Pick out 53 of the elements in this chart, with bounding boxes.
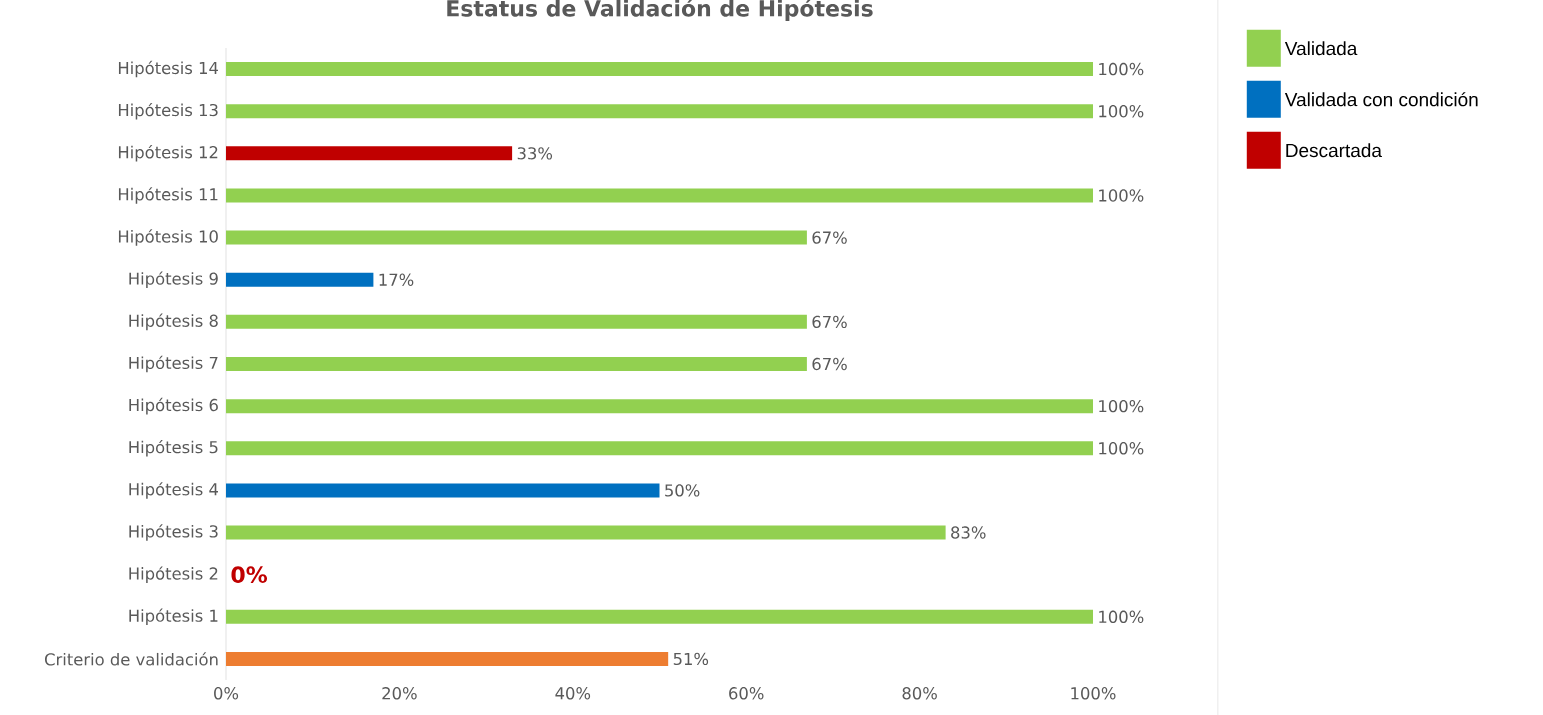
- data-label: 50%: [665, 484, 700, 497]
- bar: [226, 651, 669, 666]
- x-tick-label: 0%: [214, 687, 239, 700]
- y-tick-label: Hipótesis 5: [129, 440, 218, 457]
- bar: [226, 441, 1094, 456]
- bar: [226, 314, 807, 329]
- x-tick-label: 40%: [555, 687, 591, 700]
- y-tick-label: Hipótesis 2: [129, 566, 218, 583]
- data-label: 83%: [951, 526, 986, 539]
- data-label: 17%: [379, 273, 414, 286]
- legend-label: Validada con condición: [1284, 92, 1478, 107]
- legend-label: Validada: [1284, 41, 1358, 56]
- bar: [226, 483, 660, 498]
- y-tick-label: Hipótesis 6: [129, 397, 218, 415]
- data-label: 100%: [1099, 610, 1144, 623]
- data-label: 67%: [812, 231, 847, 244]
- data-label: 0%: [231, 566, 268, 583]
- y-tick-label: Hipótesis 3: [129, 524, 218, 541]
- bar: [226, 356, 807, 371]
- y-tick-label: Hipótesis 14: [118, 60, 218, 78]
- bar: [226, 62, 1094, 77]
- y-tick-label: Hipótesis 7: [129, 355, 218, 373]
- data-label: 100%: [1099, 189, 1144, 202]
- data-label: 100%: [1099, 442, 1144, 455]
- data-label: 51%: [673, 652, 709, 666]
- bar: [226, 399, 1094, 414]
- y-tick-label: Hipótesis 1: [129, 608, 218, 626]
- bar: [226, 525, 946, 540]
- y-tick-label: Criterio de validación: [44, 652, 218, 666]
- y-tick-label: Hipótesis 8: [129, 313, 218, 331]
- y-tick-label: Hipótesis 10: [118, 229, 218, 246]
- y-tick-label: Hipótesis 12: [118, 145, 218, 162]
- data-label: 33%: [517, 147, 553, 160]
- data-label: 100%: [1099, 104, 1144, 118]
- data-label: 100%: [1099, 399, 1144, 413]
- x-tick-label: 20%: [382, 687, 417, 700]
- bar: [226, 146, 513, 161]
- data-label: 67%: [812, 315, 847, 329]
- bar: [226, 272, 374, 287]
- x-tick-label: 60%: [729, 687, 764, 700]
- y-tick-label: Hipótesis 9: [129, 271, 218, 288]
- y-tick-label: Hipótesis 13: [118, 102, 218, 120]
- data-label: 100%: [1099, 62, 1144, 76]
- bar: [226, 609, 1094, 624]
- y-tick-label: Hipótesis 11: [118, 187, 218, 204]
- bar: [226, 104, 1094, 119]
- bar: [226, 188, 1094, 203]
- data-label: 67%: [812, 357, 847, 371]
- y-tick-label: Hipótesis 4: [129, 482, 218, 499]
- legend-label: Descartada: [1286, 143, 1382, 158]
- bar: [226, 230, 807, 245]
- x-tick-label: 100%: [1071, 687, 1116, 700]
- x-tick-label: 80%: [902, 687, 937, 700]
